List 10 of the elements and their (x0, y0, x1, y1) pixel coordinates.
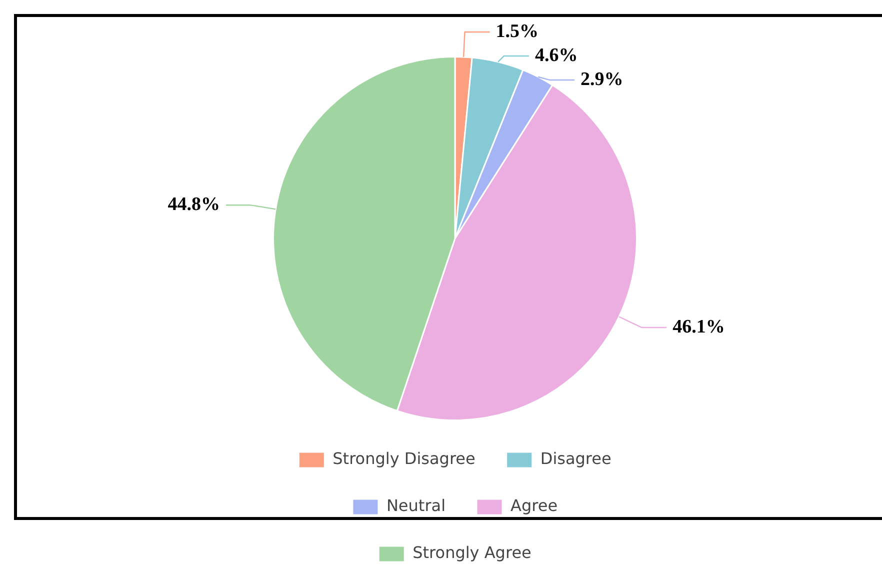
data-label: 1.5% (496, 20, 538, 42)
data-label: 44.8% (168, 194, 220, 216)
legend-label: Strongly Agree (412, 543, 532, 562)
legend-label: Strongly Disagree (332, 449, 476, 468)
legend-label: Neutral (386, 496, 446, 516)
legend-label: Disagree (540, 449, 612, 468)
data-label: 46.1% (672, 316, 725, 338)
legend-label: Agree (510, 496, 558, 516)
data-label: 4.6% (534, 44, 578, 66)
data-label: 2.9% (580, 68, 624, 90)
